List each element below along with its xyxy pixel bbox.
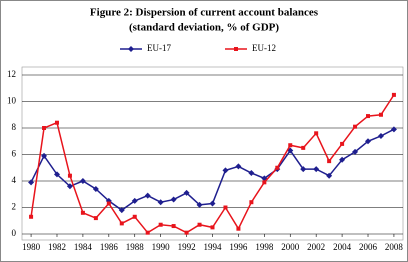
y-tick-label: 12: [7, 69, 16, 79]
point: [377, 132, 384, 139]
point: [67, 173, 72, 178]
point: [196, 201, 203, 208]
point: [300, 166, 307, 173]
x-tick-label: 2004: [333, 242, 352, 252]
x-tick-label: 1998: [255, 242, 274, 252]
point: [42, 126, 47, 130]
x-tick-label: 1990: [152, 242, 171, 252]
point: [145, 230, 150, 235]
point: [339, 156, 346, 163]
y-tick-label: 8: [12, 122, 17, 132]
point: [249, 200, 254, 205]
point: [41, 152, 48, 159]
point: [391, 92, 396, 97]
point: [184, 230, 189, 235]
x-tick-label: 1982: [48, 242, 66, 252]
y-tick-label: 0: [12, 228, 17, 238]
point: [171, 224, 176, 229]
point: [314, 131, 319, 136]
point: [353, 124, 358, 129]
point: [352, 148, 359, 155]
point: [132, 214, 137, 219]
point: [53, 171, 60, 178]
point: [157, 199, 164, 206]
x-tick-label: 1994: [204, 242, 223, 252]
point: [222, 167, 229, 174]
x-tick-label: 2008: [385, 242, 404, 252]
point: [262, 180, 267, 185]
x-tick-label: 2000: [281, 242, 300, 252]
point: [248, 170, 255, 177]
legend-label: EU-17: [147, 43, 171, 53]
point: [183, 189, 190, 196]
point: [29, 214, 34, 219]
x-tick-label: 1984: [74, 242, 93, 252]
point: [365, 138, 372, 145]
plot-frame: [21, 66, 404, 241]
point: [158, 222, 163, 227]
point: [197, 222, 202, 227]
y-tick-label: 6: [12, 149, 17, 159]
point: [235, 163, 242, 170]
point: [288, 143, 293, 148]
point: [92, 185, 99, 192]
legend-marker: [128, 46, 134, 52]
point: [275, 165, 280, 170]
x-tick-label: 2006: [359, 242, 378, 252]
legend-label: EU-12: [252, 43, 276, 53]
point: [66, 183, 73, 190]
x-tick-label: 1992: [178, 242, 196, 252]
y-tick-label: 10: [7, 96, 17, 106]
point: [118, 207, 125, 214]
x-tick-label: 1996: [229, 242, 248, 252]
point: [93, 216, 98, 221]
point: [80, 210, 85, 215]
x-tick-label: 1988: [126, 242, 145, 252]
y-tick-label: 4: [12, 175, 17, 185]
point: [54, 120, 59, 125]
x-tick-label: 1986: [100, 242, 119, 252]
point: [236, 226, 241, 231]
point: [223, 205, 228, 210]
point: [144, 192, 151, 199]
chart-title: Figure 2: Dispersion of current account …: [90, 7, 319, 19]
point: [106, 201, 111, 206]
point: [326, 172, 333, 179]
point: [313, 166, 320, 173]
point: [378, 112, 383, 117]
x-tick-label: 2002: [307, 242, 325, 252]
point: [327, 159, 332, 164]
point: [301, 145, 306, 150]
x-tick-label: 1980: [22, 242, 41, 252]
chart-subtitle: (standard deviation, % of GDP): [129, 22, 279, 34]
point: [340, 141, 345, 146]
point: [390, 126, 397, 133]
legend-marker: [234, 47, 238, 51]
point: [79, 178, 86, 184]
point: [28, 179, 35, 186]
point: [170, 196, 177, 203]
point: [210, 225, 215, 230]
point: [131, 197, 138, 204]
point: [366, 114, 371, 119]
y-tick-label: 2: [12, 202, 17, 212]
point: [119, 221, 124, 226]
point: [209, 200, 216, 207]
